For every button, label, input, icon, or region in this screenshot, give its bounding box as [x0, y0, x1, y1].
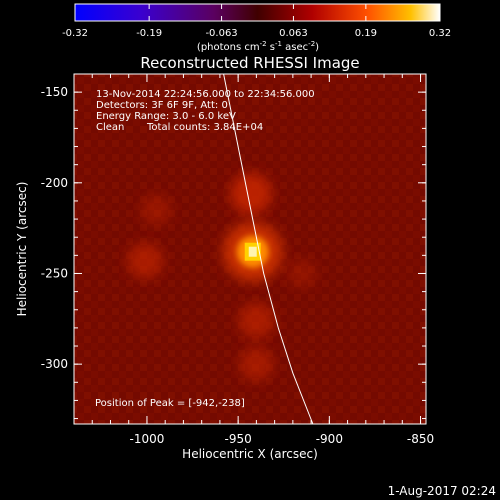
x-axis: -1000 -950 -900 -850	[91, 74, 434, 446]
clean-label: Clean	[96, 122, 124, 133]
y-tick-label: -300	[41, 357, 68, 371]
y-axis: -150 -200 -250 -300	[41, 73, 426, 420]
colorbar-ticks: -0.32 -0.19 -0.063 0.063 0.19 0.32	[62, 4, 451, 39]
source-layer	[127, 172, 317, 382]
x-tick-label: -900	[316, 432, 343, 446]
y-tick-label: -250	[41, 266, 68, 280]
colorbar-unit-label: (photons cm-2 s-1 asec-2)	[197, 40, 319, 53]
secondary-source	[140, 194, 172, 226]
total-counts-label: Total counts: 3.84E+04	[146, 122, 263, 133]
secondary-source	[230, 172, 272, 215]
colorbar-tick-label: 0.19	[355, 28, 377, 39]
plot-frame	[73, 73, 427, 425]
x-axis-label: Heliocentric X (arcsec)	[182, 447, 318, 461]
colorbar-tick-label: 0.32	[429, 28, 451, 39]
x-tick-label: -1000	[130, 432, 165, 446]
colorbar: -0.32 -0.19 -0.063 0.063 0.19 0.32 (photons c…	[62, 3, 451, 53]
y-tick-label: -200	[41, 176, 68, 190]
energy-range-label: Energy Range: 3.0 - 6.0 keV	[96, 111, 236, 122]
peak-position-label: Position of Peak = [-942,-238]	[95, 398, 245, 409]
time-range-label: 13-Nov-2014 22:24:56.000 to 22:34:56.000	[96, 89, 315, 100]
x-tick-label: -950	[225, 432, 252, 446]
detectors-label: Detectors: 3F 6F 9F, Att: 0	[96, 100, 228, 111]
heatmap-image	[74, 74, 426, 424]
x-tick-label: -850	[407, 432, 434, 446]
secondary-source	[287, 258, 317, 288]
secondary-source	[238, 302, 275, 339]
footer-timestamp: 1-Aug-2017 02:24	[388, 484, 496, 498]
y-tick-label: -150	[41, 85, 68, 99]
chart-title: Reconstructed RHESSI Image	[140, 54, 359, 72]
colorbar-gradient	[74, 3, 441, 22]
secondary-source	[239, 346, 274, 382]
secondary-source	[127, 242, 164, 279]
peak-center	[248, 246, 257, 257]
colorbar-tick-label: -0.32	[62, 28, 88, 39]
colorbar-tick-label: 0.063	[279, 28, 308, 39]
colorbar-tick-label: -0.063	[205, 28, 237, 39]
solar-limb-curve	[223, 74, 314, 424]
y-axis-label: Heliocentric Y (arcsec)	[15, 182, 29, 317]
colorbar-tick-label: -0.19	[136, 28, 162, 39]
